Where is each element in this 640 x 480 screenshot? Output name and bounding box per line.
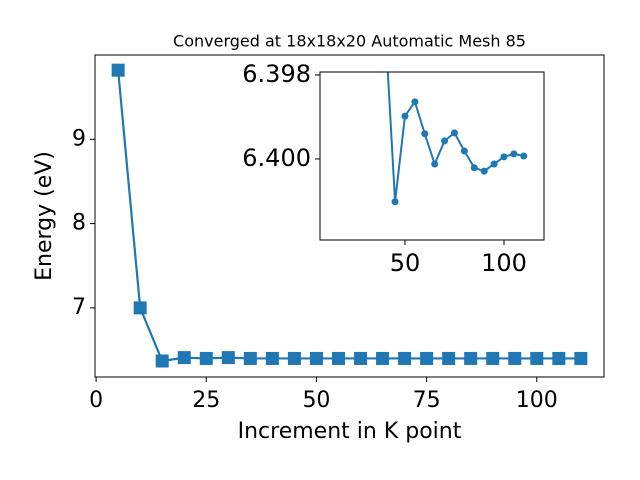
marker [480, 167, 488, 175]
marker [155, 354, 169, 368]
x-tick-label: 75 [413, 388, 441, 413]
marker [464, 351, 478, 365]
axes-frame [319, 71, 545, 241]
marker [442, 351, 456, 365]
y-tick-label: 8 [72, 211, 86, 236]
marker [398, 351, 412, 365]
marker [441, 137, 449, 145]
chart-title: Converged at 18x18x20 Automatic Mesh 85 [173, 32, 526, 51]
plot-content [382, 21, 528, 206]
marker [520, 152, 528, 160]
marker [486, 351, 500, 365]
marker [508, 351, 522, 365]
marker [309, 351, 323, 365]
x-tick-label: 50 [390, 249, 421, 277]
marker [221, 351, 235, 365]
y-tick-label: 7 [72, 295, 86, 320]
x-tick-label: 100 [481, 249, 527, 277]
x-tick-label: 25 [192, 388, 220, 413]
marker [177, 351, 191, 365]
marker [133, 301, 147, 315]
marker [382, 21, 389, 28]
y-tick-label: 6.400 [242, 144, 311, 172]
x-tick-label: 50 [302, 388, 330, 413]
series-line [117, 70, 581, 363]
plot-content [111, 63, 588, 368]
marker [354, 351, 368, 365]
inset-axes: 50 100 6.398 6.400 [242, 21, 545, 277]
marker [574, 351, 588, 365]
marker [490, 160, 498, 168]
marker [470, 164, 478, 172]
marker [265, 351, 279, 365]
x-tick-label: 100 [516, 388, 558, 413]
x-axis-label: Increment in K point [238, 419, 462, 444]
marker [401, 112, 409, 120]
marker [450, 129, 458, 137]
marker [111, 63, 125, 77]
marker [460, 147, 468, 155]
marker [243, 351, 257, 365]
marker [421, 130, 429, 138]
marker [376, 351, 390, 365]
marker [510, 150, 518, 158]
x-tick-label: 0 [89, 388, 103, 413]
y-axis-label: Energy (eV) [32, 151, 57, 281]
marker [420, 351, 434, 365]
marker [530, 351, 544, 365]
marker [331, 351, 345, 365]
marker [287, 351, 301, 365]
marker [552, 351, 566, 365]
marker [391, 198, 399, 206]
marker [199, 351, 213, 365]
marker [500, 153, 508, 161]
axes-frame [94, 54, 605, 378]
marker [431, 160, 439, 168]
y-tick-label: 9 [72, 126, 86, 151]
y-tick-label: 6.398 [242, 60, 311, 88]
marker [411, 98, 419, 106]
